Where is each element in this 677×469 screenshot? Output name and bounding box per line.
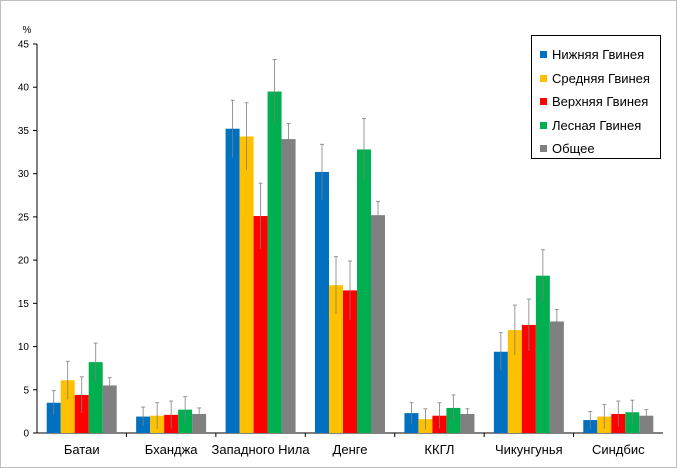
bar [343,290,357,433]
y-tick-label: 10 [18,342,30,353]
bar [460,413,475,433]
bar [281,139,296,434]
bar [535,275,550,433]
legend-swatch [540,74,547,82]
bar [639,415,654,433]
y-axis-unit-label: % [23,25,32,36]
bar [74,394,89,433]
legend-swatch [540,121,547,129]
bar [46,402,61,433]
legend-swatch [540,98,547,106]
bar [192,413,207,433]
x-tick-label: ККГЛ [424,442,454,457]
legend-swatch [540,51,547,59]
y-tick-label: 35 [18,126,30,137]
legend-label: Нижняя Гвинея [552,47,645,63]
bar [371,215,385,433]
bar [253,216,268,433]
bar [88,362,103,433]
x-tick-label: Батаи [64,442,100,457]
x-tick-label: Синдбис [592,442,645,457]
legend-item: Общее [540,137,660,161]
legend: Нижняя Гвинея Средняя Гвинея Верхняя Гвине… [531,35,661,159]
bar [225,128,240,433]
bar [267,91,282,434]
legend-item: Средняя Гвинея [540,67,660,91]
y-tick-label: 5 [23,385,29,396]
y-tick-label: 0 [23,429,29,440]
bar [357,149,371,433]
y-tick-label: 45 [18,40,30,51]
x-tick-label: Бханджа [145,442,199,457]
y-tick-label: 25 [18,212,30,223]
y-tick-label: 40 [18,83,30,94]
x-tick-label: Западного Нила [212,442,311,457]
legend-label: Лесная Гвинея [552,117,642,133]
legend-swatch [540,145,547,153]
legend-label: Средняя Гвинея [552,70,650,86]
y-tick-label: 15 [18,299,30,310]
bar [329,285,343,433]
x-tick-label: Чикунгунья [495,442,563,457]
bar [60,380,75,433]
bar [315,171,329,433]
legend-label: Общее [552,141,595,157]
legend-item: Лесная Гвинея [540,114,660,138]
bar [521,324,536,433]
legend-item: Верхняя Гвинея [540,90,660,114]
bar [549,321,564,433]
y-tick-label: 30 [18,169,30,180]
x-tick-label: Денге [333,442,368,457]
bar [507,330,522,433]
bar [493,351,508,433]
bar [239,136,254,434]
legend-label: Верхняя Гвинея [552,94,649,110]
legend-item: Нижняя Гвинея [540,43,660,67]
y-tick-label: 20 [18,256,30,267]
bar [102,385,117,433]
